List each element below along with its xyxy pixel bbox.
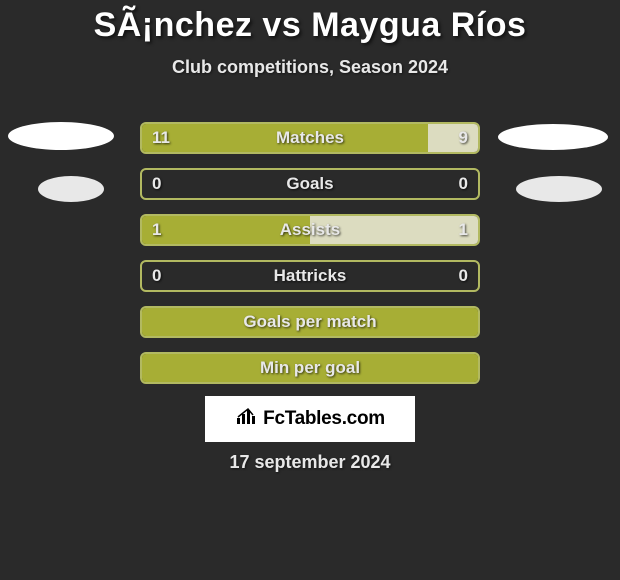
stat-value-right: 9 bbox=[459, 124, 468, 152]
decorative-ellipse bbox=[516, 176, 602, 202]
stat-row: 0Hattricks0 bbox=[140, 260, 480, 292]
stat-rows: 11Matches90Goals01Assists10Hattricks0Goa… bbox=[140, 122, 480, 398]
stat-label: Matches bbox=[142, 124, 478, 152]
source-badge: FcTables.com bbox=[205, 396, 415, 442]
stat-label: Min per goal bbox=[142, 354, 478, 382]
stat-row: 11Matches9 bbox=[140, 122, 480, 154]
stat-row: Goals per match bbox=[140, 306, 480, 338]
page-title: SÃ¡nchez vs Maygua Ríos bbox=[0, 0, 620, 45]
stat-value-right: 0 bbox=[459, 170, 468, 198]
page-subtitle: Club competitions, Season 2024 bbox=[0, 57, 620, 78]
stat-label: Assists bbox=[142, 216, 478, 244]
comparison-card: SÃ¡nchez vs Maygua Ríos Club competition… bbox=[0, 0, 620, 580]
stat-row: Min per goal bbox=[140, 352, 480, 384]
stat-value-right: 1 bbox=[459, 216, 468, 244]
stat-row: 0Goals0 bbox=[140, 168, 480, 200]
stat-label: Goals per match bbox=[142, 308, 478, 336]
stat-label: Goals bbox=[142, 170, 478, 198]
source-label: FcTables.com bbox=[263, 408, 385, 430]
decorative-ellipse bbox=[8, 122, 114, 150]
decorative-ellipse bbox=[498, 124, 608, 150]
stat-row: 1Assists1 bbox=[140, 214, 480, 246]
stat-label: Hattricks bbox=[142, 262, 478, 290]
chart-icon bbox=[235, 406, 257, 432]
stat-value-right: 0 bbox=[459, 262, 468, 290]
decorative-ellipse bbox=[38, 176, 104, 202]
date-label: 17 september 2024 bbox=[0, 452, 620, 473]
